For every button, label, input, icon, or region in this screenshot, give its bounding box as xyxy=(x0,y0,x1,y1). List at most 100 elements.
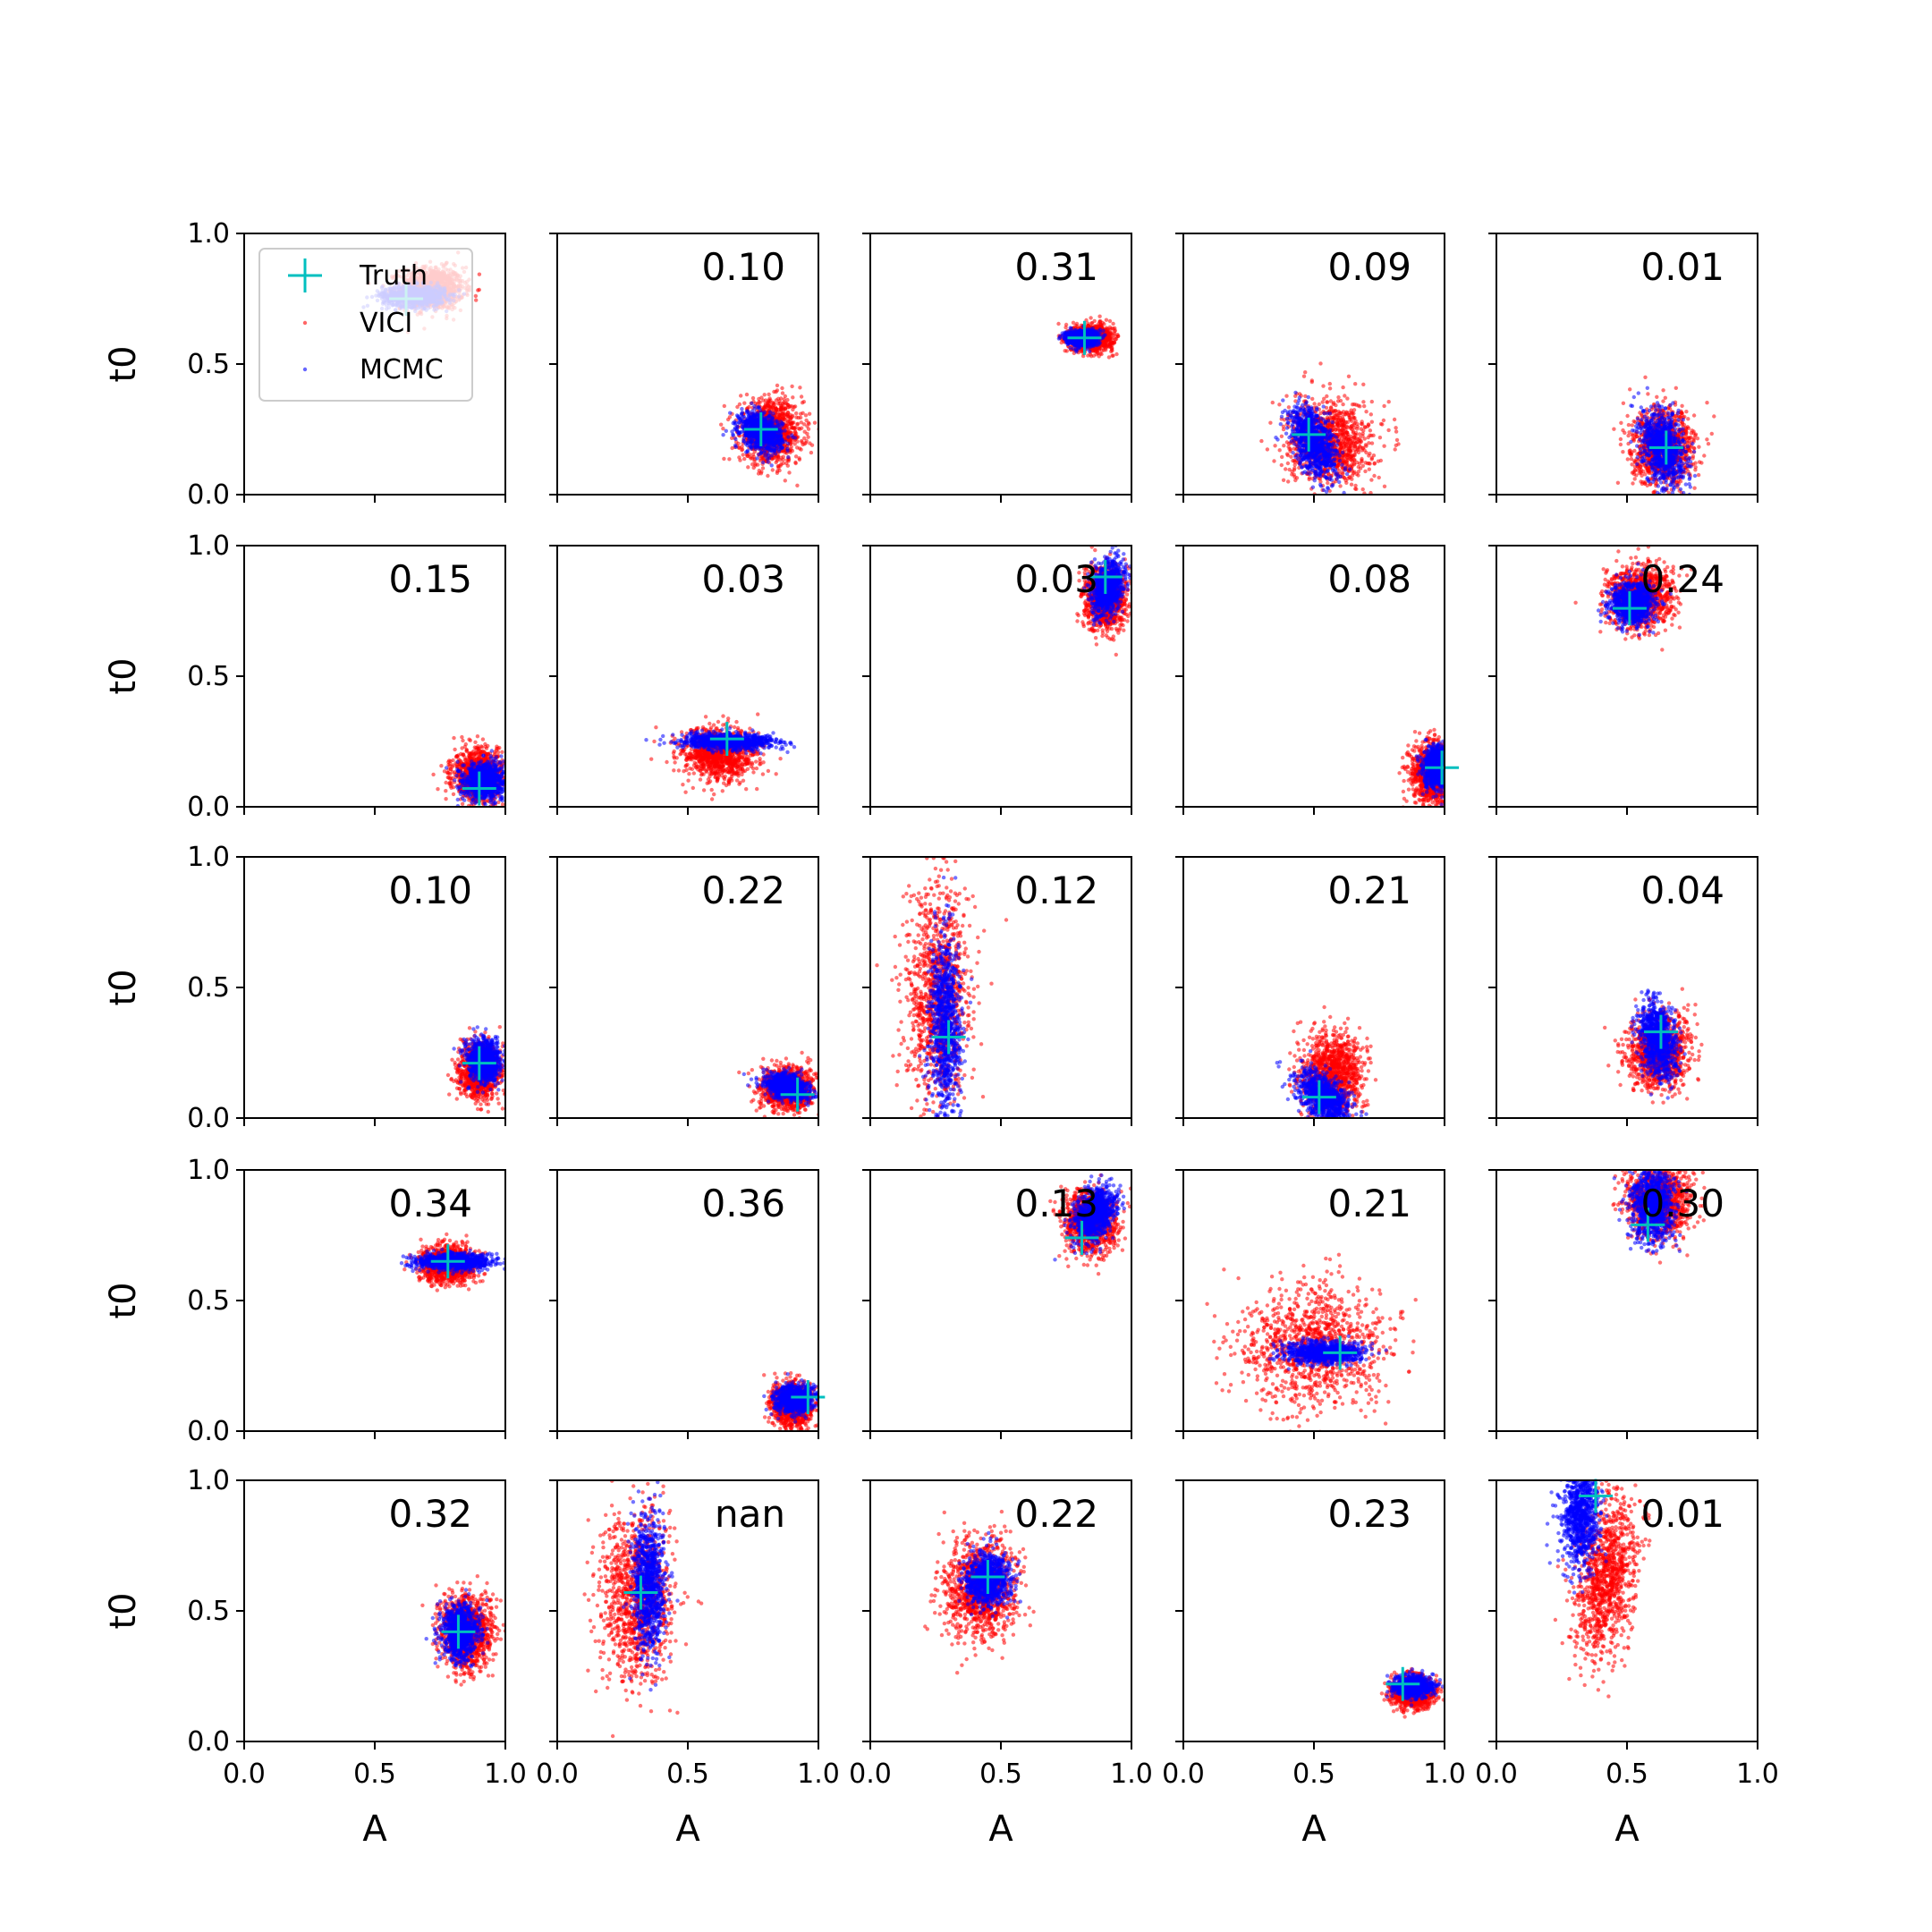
vici-samples-point xyxy=(764,398,768,402)
vici-samples-point xyxy=(776,396,781,401)
vici-samples-point xyxy=(719,422,724,427)
vici-samples-point xyxy=(739,394,743,398)
vici-samples-point xyxy=(1071,320,1076,325)
mcmc-samples-point xyxy=(741,436,746,441)
vici-samples-point xyxy=(775,464,781,469)
vici-samples-point xyxy=(750,395,756,401)
vici-samples-point xyxy=(763,402,768,406)
vici-samples-point xyxy=(766,473,770,479)
vici-samples-point xyxy=(801,422,807,427)
vici-samples-point xyxy=(806,427,811,431)
mcmc-samples-point xyxy=(779,428,784,433)
vici-samples-point xyxy=(785,397,790,402)
vici-samples-point xyxy=(777,468,782,473)
vici-samples-point xyxy=(775,457,780,462)
mcmc-samples-point xyxy=(733,420,738,426)
mcmc-samples-point xyxy=(744,421,749,426)
vici-samples-point xyxy=(759,470,764,474)
vici-samples-point xyxy=(791,395,795,400)
vici-samples-point xyxy=(777,414,783,419)
subplot-value-label: 0.10 xyxy=(701,245,785,289)
mcmc-samples-point xyxy=(769,453,774,458)
mcmc-samples-point xyxy=(775,439,780,444)
vici-samples-point xyxy=(767,396,772,401)
mcmc-samples-point xyxy=(759,450,764,454)
y-axis-label: t0 xyxy=(103,345,144,382)
vici-samples-point xyxy=(787,470,792,475)
vici-samples-point xyxy=(752,459,757,463)
vici-samples-point xyxy=(751,454,756,459)
mcmc-samples-point xyxy=(792,436,798,440)
vici-samples-point xyxy=(772,389,776,394)
vici-samples-point xyxy=(742,401,747,405)
vici-samples-point xyxy=(780,386,784,391)
vici-samples-point xyxy=(776,407,782,412)
mcmc-samples-point xyxy=(766,460,770,464)
vici-samples-point xyxy=(757,400,761,404)
vici-samples-point xyxy=(727,457,732,462)
vici-samples-point xyxy=(737,402,742,407)
vici-samples-point xyxy=(473,293,479,299)
vici-samples-point xyxy=(474,298,479,302)
mcmc-samples-point xyxy=(768,433,773,438)
vici-samples-point xyxy=(742,456,747,462)
mcmc-samples-point xyxy=(745,448,750,453)
vici-samples-point xyxy=(1064,349,1070,353)
vici-samples-point xyxy=(775,453,781,458)
mcmc-samples-point xyxy=(783,428,787,433)
vici-samples-point xyxy=(738,458,742,462)
vici-samples-point xyxy=(794,415,799,419)
vici-samples-point xyxy=(785,412,790,417)
vici-samples-point xyxy=(798,386,802,390)
vici-samples-point xyxy=(797,427,802,431)
vici-samples-point xyxy=(805,431,809,436)
mcmc-samples-point xyxy=(768,438,774,443)
mcmc-samples-point xyxy=(752,403,757,409)
vici-samples-point xyxy=(802,436,807,441)
vici-samples-point xyxy=(1111,353,1115,358)
vici-samples-point xyxy=(740,448,744,453)
vici-samples-point xyxy=(767,401,771,405)
vici-samples-point xyxy=(477,272,482,276)
y-tick-label: 0.5 xyxy=(187,349,230,380)
vici-samples-point xyxy=(760,466,766,470)
vici-samples-point xyxy=(795,422,800,427)
vici-samples-point xyxy=(756,471,761,476)
mcmc-samples-point xyxy=(728,411,733,415)
mcmc-samples-point xyxy=(769,463,774,468)
vici-samples-point xyxy=(1063,322,1069,327)
mcmc-samples-point xyxy=(762,450,767,455)
mcmc-samples-point xyxy=(755,439,759,444)
mcmc-samples-point xyxy=(765,429,770,434)
mcmc-samples-point xyxy=(733,445,739,449)
vici-samples-point xyxy=(797,457,802,462)
vici-samples-point xyxy=(792,442,797,446)
vici-samples-point xyxy=(795,483,800,487)
mcmc-samples-point xyxy=(731,433,735,437)
vici-samples-point xyxy=(1107,325,1113,329)
vici-samples-point xyxy=(1089,354,1094,359)
mcmc-samples-point xyxy=(757,405,762,411)
vici-samples-point xyxy=(1089,316,1093,320)
vici-samples-point xyxy=(1105,344,1109,349)
mcmc-samples-point xyxy=(763,422,768,427)
mcmc-samples-point xyxy=(767,413,771,419)
vici-samples-point xyxy=(1097,314,1102,318)
mcmc-samples-point xyxy=(745,409,750,414)
vici-samples-point xyxy=(788,438,792,443)
mcmc-samples-point xyxy=(755,456,759,461)
vici-samples-point xyxy=(747,404,751,410)
vici-samples-point xyxy=(762,393,767,397)
vici-samples-point xyxy=(737,445,741,450)
mcmc-samples-point xyxy=(724,428,728,433)
vici-samples-point xyxy=(722,403,726,409)
vici-samples-point xyxy=(476,288,480,292)
truth-marker xyxy=(743,412,778,446)
subplot-2: 0.10 xyxy=(549,233,819,503)
vici-samples-point xyxy=(793,454,799,459)
mcmc-samples-point xyxy=(772,448,777,453)
vici-samples-point xyxy=(791,407,795,412)
mcmc-samples-point xyxy=(751,436,756,441)
mcmc-samples-point xyxy=(785,448,790,453)
mcmc-samples-point xyxy=(748,438,753,444)
